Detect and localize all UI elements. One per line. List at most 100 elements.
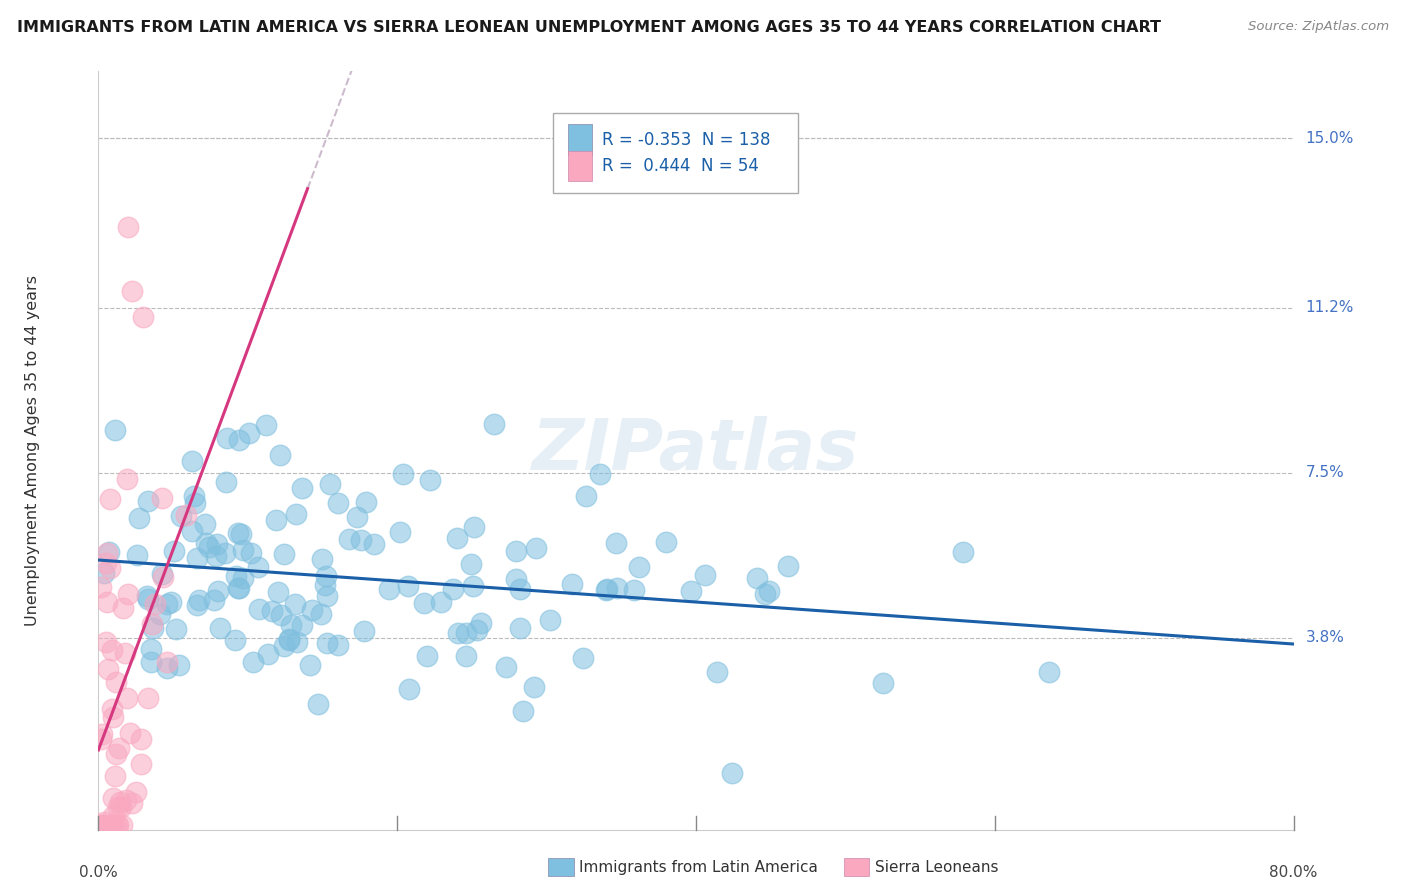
Point xyxy=(195,536,218,550)
Point xyxy=(198,540,221,554)
Text: ZIPatlas: ZIPatlas xyxy=(533,416,859,485)
Point xyxy=(284,597,307,611)
Point xyxy=(108,741,131,756)
Point xyxy=(415,648,437,663)
Point xyxy=(363,537,385,551)
Point xyxy=(456,648,478,663)
Point xyxy=(141,655,163,669)
Point xyxy=(465,623,488,637)
Point xyxy=(96,594,118,608)
Point xyxy=(163,544,186,558)
Point xyxy=(117,691,139,706)
Point xyxy=(232,571,254,585)
Point xyxy=(1038,665,1060,679)
Point xyxy=(356,495,378,509)
Point xyxy=(262,604,284,618)
Point xyxy=(353,624,375,639)
Point xyxy=(446,531,468,545)
Point xyxy=(505,544,527,558)
Point xyxy=(165,622,187,636)
Point xyxy=(377,582,399,596)
Point xyxy=(167,658,190,673)
Point xyxy=(103,818,125,832)
Point xyxy=(136,494,159,508)
Point xyxy=(128,511,150,525)
Point xyxy=(595,582,617,597)
Point xyxy=(277,632,299,647)
Point xyxy=(129,731,152,746)
Point xyxy=(628,560,651,574)
Point xyxy=(314,577,336,591)
Point xyxy=(605,536,627,550)
Point xyxy=(413,596,436,610)
Point xyxy=(388,524,411,539)
Point xyxy=(103,709,125,723)
Point xyxy=(90,818,112,832)
Point xyxy=(115,793,138,807)
Point xyxy=(392,467,415,481)
Point xyxy=(229,527,252,541)
Point xyxy=(247,560,270,574)
Point xyxy=(136,590,159,604)
Text: 11.2%: 11.2% xyxy=(1306,301,1354,315)
Point xyxy=(238,425,260,440)
Point xyxy=(205,549,228,563)
Point xyxy=(110,800,132,814)
FancyBboxPatch shape xyxy=(568,125,592,155)
Point xyxy=(125,785,148,799)
Point xyxy=(160,594,183,608)
Point xyxy=(654,535,676,549)
Point xyxy=(758,584,780,599)
Point xyxy=(270,608,292,623)
Point xyxy=(125,548,148,562)
Point xyxy=(326,639,349,653)
Text: Source: ZipAtlas.com: Source: ZipAtlas.com xyxy=(1249,20,1389,33)
Point xyxy=(98,492,121,507)
Point xyxy=(693,568,716,582)
Point xyxy=(224,632,246,647)
FancyBboxPatch shape xyxy=(553,113,797,193)
Point xyxy=(280,618,302,632)
Point xyxy=(156,661,179,675)
Point xyxy=(398,682,420,697)
Point xyxy=(307,697,329,711)
Point xyxy=(291,618,314,632)
Point xyxy=(97,662,120,676)
Text: Immigrants from Latin America: Immigrants from Latin America xyxy=(579,860,818,874)
Point xyxy=(101,701,124,715)
Point xyxy=(470,616,492,631)
Text: Sierra Leoneans: Sierra Leoneans xyxy=(875,860,998,874)
Text: R = -0.353  N = 138: R = -0.353 N = 138 xyxy=(602,130,770,149)
Point xyxy=(706,665,728,679)
Point xyxy=(461,579,484,593)
Point xyxy=(117,472,139,486)
Point xyxy=(103,791,125,805)
Point xyxy=(186,551,208,566)
Point xyxy=(183,489,205,503)
Point xyxy=(239,546,262,560)
Point xyxy=(170,508,193,523)
Point xyxy=(91,727,114,741)
Point xyxy=(309,607,332,621)
Point xyxy=(204,592,226,607)
Point xyxy=(93,814,115,829)
Point xyxy=(139,642,162,657)
Point xyxy=(181,524,204,539)
Point xyxy=(484,417,506,432)
Point xyxy=(143,597,166,611)
Point xyxy=(103,809,125,823)
Point xyxy=(112,600,135,615)
Point xyxy=(311,552,333,566)
Point xyxy=(183,496,205,510)
Point xyxy=(96,546,118,560)
Point xyxy=(208,621,231,635)
Point xyxy=(132,310,155,324)
Point xyxy=(90,580,112,594)
Point xyxy=(495,659,517,673)
Point xyxy=(589,467,612,482)
Point xyxy=(156,656,179,670)
Point xyxy=(441,582,464,597)
Point xyxy=(215,431,238,445)
Point xyxy=(284,508,307,522)
Point xyxy=(142,621,165,635)
